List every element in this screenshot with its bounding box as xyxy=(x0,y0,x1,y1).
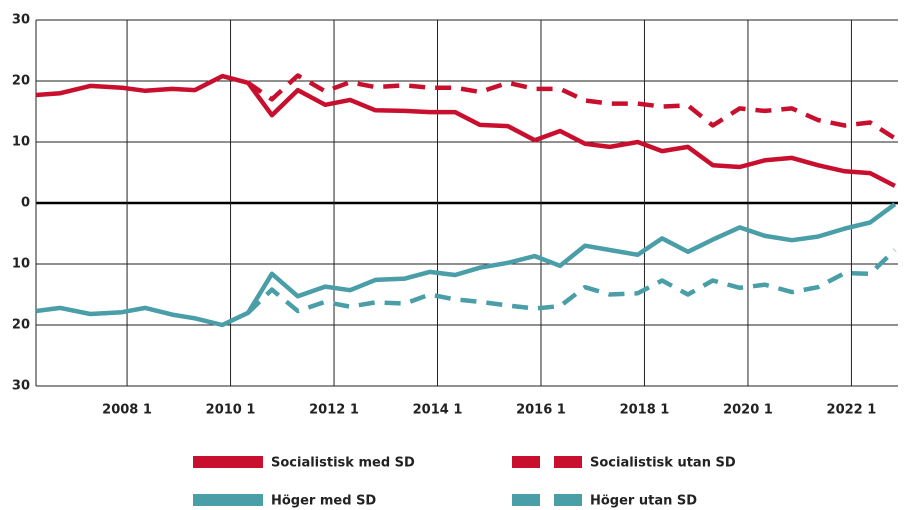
y-tick-label: 20 xyxy=(12,318,30,333)
y-tick-label: 30 xyxy=(12,379,30,394)
line-series xyxy=(246,73,897,141)
x-tick-label: 2020 1 xyxy=(723,403,773,418)
line-series xyxy=(246,248,897,315)
x-tick-label: 2016 1 xyxy=(516,403,566,418)
legend-label: Höger utan SD xyxy=(590,494,697,509)
y-tick-label: 10 xyxy=(12,257,30,272)
x-tick-label: 2022 1 xyxy=(827,403,877,418)
line-series xyxy=(36,202,897,328)
x-tick-label: 2014 1 xyxy=(413,403,463,418)
x-tick-label: 2018 1 xyxy=(620,403,670,418)
legend-label: Socialistisk med SD xyxy=(271,456,415,471)
line-series xyxy=(36,73,896,188)
legend-label: Socialistisk utan SD xyxy=(590,456,736,471)
y-tick-label: 0 xyxy=(21,196,30,211)
legend-label: Höger med SD xyxy=(271,494,376,509)
plot-area xyxy=(36,73,897,328)
y-tick-label: 30 xyxy=(12,13,30,28)
x-tick-label: 2010 1 xyxy=(206,403,256,418)
x-tick-label: 2012 1 xyxy=(309,403,359,418)
y-tick-label: 10 xyxy=(12,135,30,150)
x-tick-label: 2008 1 xyxy=(102,403,152,418)
y-tick-label: 20 xyxy=(12,74,30,89)
